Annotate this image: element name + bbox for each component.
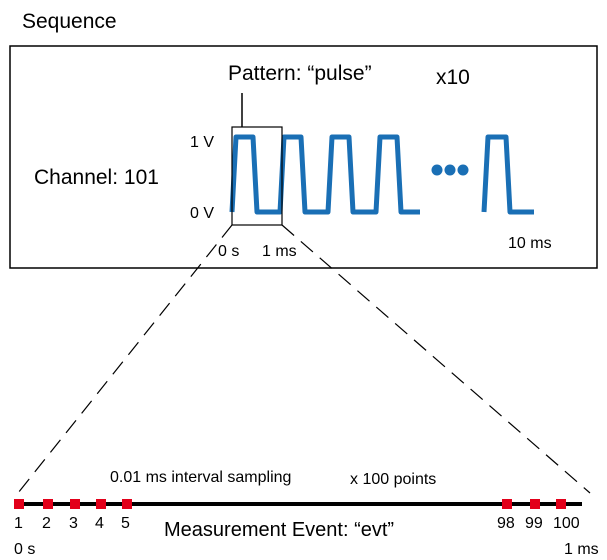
repeat-count: x10 (436, 66, 470, 89)
sequence-end-label: 10 ms (508, 235, 552, 252)
sample-marker-4 (96, 499, 106, 509)
pulse-waveform-tail (481, 134, 534, 215)
sample-index-label: 99 (525, 515, 543, 532)
sample-index-label: 1 (14, 515, 23, 532)
sample-count-label: x 100 points (350, 471, 436, 488)
sample-index-label: 5 (121, 515, 130, 532)
zoom-line-right (281, 224, 591, 494)
zoom-line-left (17, 224, 233, 494)
sample-index-label: 3 (69, 515, 78, 532)
voltage-low-label: 0 V (190, 205, 214, 222)
voltage-high-label: 1 V (190, 134, 214, 151)
sample-marker-98 (502, 499, 512, 509)
pattern-title: Pattern: “pulse” (228, 62, 372, 85)
sample-index-label: 2 (42, 515, 51, 532)
sample-marker-2 (43, 499, 53, 509)
sample-index-label: 4 (95, 515, 104, 532)
sample-index-label: 98 (497, 515, 515, 532)
sample-marker-99 (530, 499, 540, 509)
pulse-waveform (229, 134, 420, 215)
ellipsis-dot (457, 164, 469, 176)
sample-marker-5 (122, 499, 132, 509)
sequence-title: Sequence (22, 10, 117, 33)
time-start-label: 0 s (218, 243, 239, 260)
sample-index-label: 100 (553, 515, 580, 532)
pattern-highlight-box (231, 126, 283, 226)
pattern-end-label: 1 ms (262, 243, 297, 260)
ellipsis-dot (444, 164, 456, 176)
measurement-event-label: Measurement Event: “evt” (164, 519, 394, 541)
timeline-end-label: 1 ms (564, 541, 599, 558)
sample-marker-100 (556, 499, 566, 509)
ellipsis-dot (431, 164, 443, 176)
channel-label: Channel: 101 (34, 166, 159, 189)
sample-marker-1 (14, 499, 24, 509)
timeline-start-label: 0 s (14, 541, 35, 558)
sampling-interval-label: 0.01 ms interval sampling (110, 469, 291, 486)
sample-marker-3 (70, 499, 80, 509)
